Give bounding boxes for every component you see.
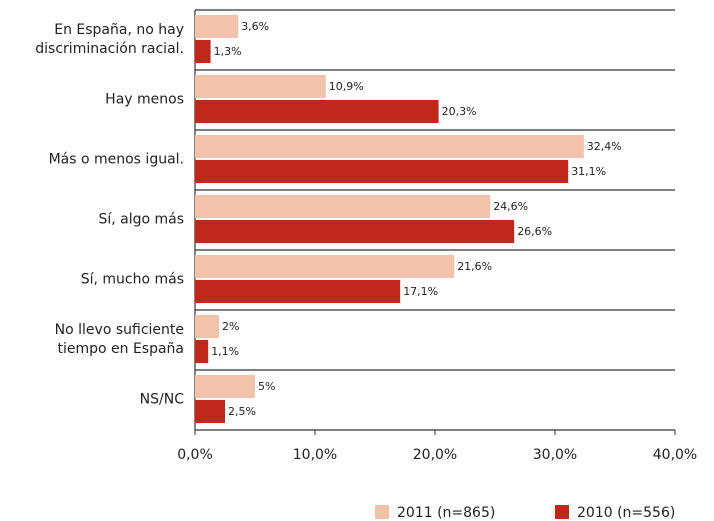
x-tick-label: 0,0%	[177, 447, 213, 463]
bar	[195, 100, 439, 123]
legend-swatch	[555, 505, 569, 519]
bar	[195, 220, 515, 243]
bar	[195, 135, 584, 158]
x-tick-label: 20,0%	[413, 447, 457, 463]
bar	[195, 315, 219, 338]
x-tick-label: 40,0%	[653, 447, 697, 463]
bar	[195, 75, 326, 98]
y-tick-label: Sí, algo más	[98, 211, 184, 228]
value-label: 5%	[258, 380, 275, 393]
bar	[195, 340, 209, 363]
value-label: 1,3%	[214, 45, 242, 58]
value-label: 17,1%	[403, 285, 438, 298]
y-tick-label: No llevo suficiente tiempo en España	[54, 322, 184, 357]
bar	[195, 400, 225, 423]
y-tick-label: Sí, mucho más	[80, 271, 184, 288]
bar	[195, 280, 401, 303]
value-label: 24,6%	[493, 200, 528, 213]
bar	[195, 195, 491, 218]
value-label: 3,6%	[241, 20, 269, 33]
bar	[195, 15, 239, 38]
bar	[195, 40, 211, 63]
legend-label: 2011 (n=865)	[397, 505, 495, 521]
x-tick-label: 30,0%	[533, 447, 577, 463]
x-tick-label: 10,0%	[293, 447, 337, 463]
value-label: 21,6%	[457, 260, 492, 273]
value-label: 10,9%	[329, 80, 364, 93]
value-label: 2%	[222, 320, 239, 333]
y-tick-label: Hay menos	[105, 91, 184, 108]
value-label: 1,1%	[211, 345, 239, 358]
legend-swatch	[375, 505, 389, 519]
value-label: 32,4%	[587, 140, 622, 153]
y-tick-label: Más o menos igual.	[48, 151, 184, 168]
bar	[195, 160, 569, 183]
bar	[195, 255, 455, 278]
bar	[195, 375, 255, 398]
y-tick-label: NS/NC	[139, 391, 184, 408]
legend-label: 2010 (n=556)	[577, 505, 675, 521]
value-label: 31,1%	[571, 165, 606, 178]
value-label: 26,6%	[517, 225, 552, 238]
value-label: 2,5%	[228, 405, 256, 418]
value-label: 20,3%	[442, 105, 477, 118]
y-tick-label: En España, no hay discriminación racial.	[35, 22, 184, 57]
